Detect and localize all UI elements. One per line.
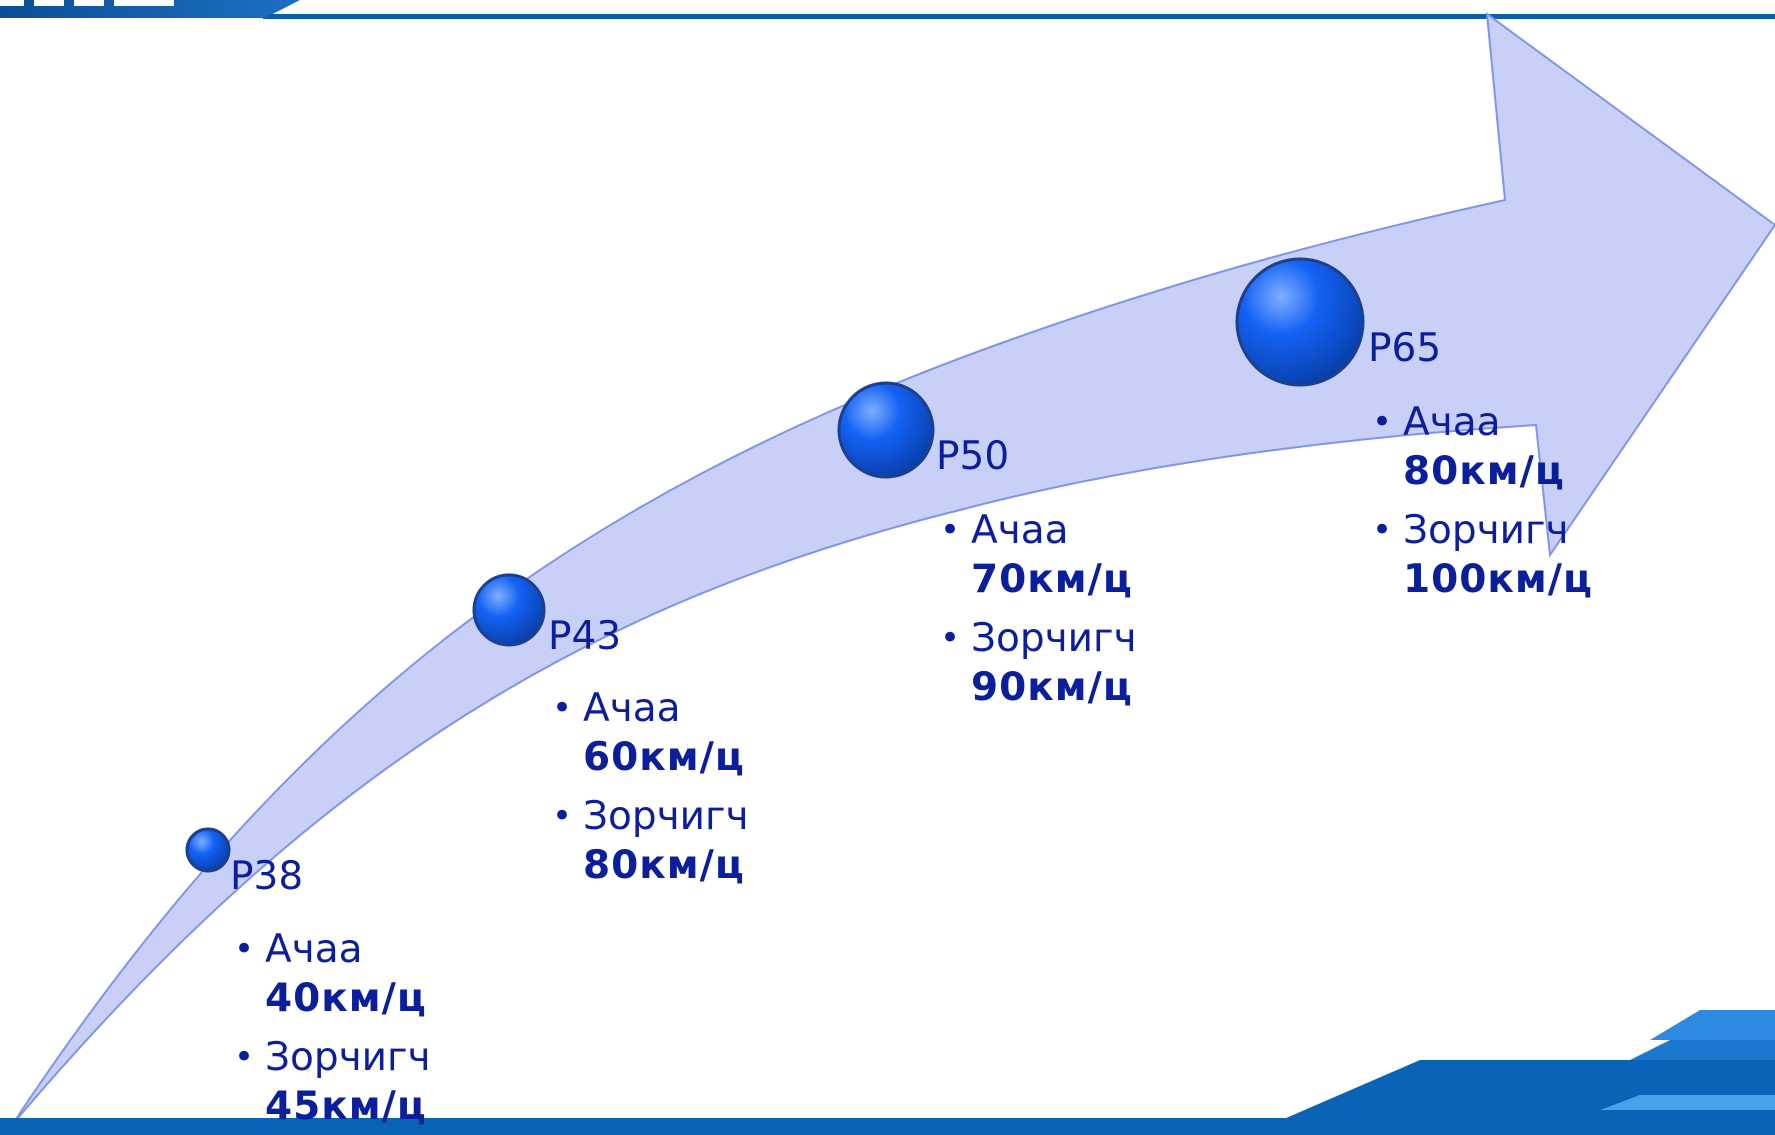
- bottom-right-stripe-1: [1630, 1035, 1775, 1060]
- stage-info-p50: • Ачаа 70км/ц • Зорчигч 90км/ц: [936, 506, 1137, 722]
- vehicle-type: Ачаа: [583, 686, 681, 731]
- speed-value: 90км/ц: [971, 665, 1133, 710]
- vehicle-type: Ачаа: [971, 508, 1069, 553]
- bullet-dot-icon: •: [552, 796, 573, 836]
- top-frame-line: [262, 14, 1775, 19]
- vehicle-type: Ачаа: [265, 927, 363, 972]
- speed-value: 80км/ц: [1403, 449, 1565, 494]
- list-item: • Ачаа 80км/ц: [1368, 398, 1593, 496]
- bottom-right-stripe-2: [1650, 1010, 1775, 1040]
- speed-value: 60км/ц: [583, 735, 745, 780]
- bullet-dot-icon: •: [940, 510, 961, 550]
- stage-label-p43: P43: [548, 614, 622, 659]
- list-item: • Ачаа 70км/ц: [936, 506, 1137, 604]
- bullet-dot-icon: •: [234, 1037, 255, 1077]
- vehicle-type: Зорчигч: [583, 794, 749, 839]
- list-item: • Зорчигч 100км/ц: [1368, 506, 1593, 604]
- list-item: • Ачаа 40км/ц: [230, 925, 431, 1023]
- list-item: • Зорчигч 45км/ц: [230, 1033, 431, 1131]
- bottom-right-stripe-3: [1600, 1095, 1775, 1110]
- vehicle-type: Зорчигч: [971, 616, 1137, 661]
- stage-markers: [185, 257, 1365, 873]
- speed-value: 100км/ц: [1403, 557, 1593, 602]
- speed-value: 70км/ц: [971, 557, 1133, 602]
- blue-sphere-icon: [472, 573, 546, 647]
- speed-value: 45км/ц: [265, 1084, 427, 1129]
- stage-info-p43: • Ачаа 60км/ц • Зорчигч 80км/ц: [548, 684, 749, 900]
- top-frame: [0, 0, 1775, 19]
- bullet-dot-icon: •: [234, 929, 255, 969]
- stage-label-p50: P50: [936, 434, 1010, 479]
- stage-label-p38: P38: [230, 854, 304, 899]
- bullet-dot-icon: •: [552, 688, 573, 728]
- list-item: • Ачаа 60км/ц: [548, 684, 749, 782]
- bullet-dot-icon: •: [940, 618, 961, 658]
- vehicle-type: Ачаа: [1403, 400, 1501, 445]
- list-item: • Зорчигч 90км/ц: [936, 614, 1137, 712]
- bottom-right-band: [1250, 1060, 1775, 1135]
- speed-value: 80км/ц: [583, 843, 745, 888]
- bullet-dot-icon: •: [1372, 510, 1393, 550]
- stage-info-p38: • Ачаа 40км/ц • Зорчигч 45км/ц: [230, 925, 431, 1135]
- stage-info-p65: • Ачаа 80км/ц • Зорчигч 100км/ц: [1368, 398, 1593, 614]
- bottom-frame: [0, 1010, 1775, 1135]
- blue-sphere-icon: [1235, 257, 1365, 387]
- list-item: • Зорчигч 80км/ц: [548, 792, 749, 890]
- blue-sphere-icon: [185, 827, 231, 873]
- bottom-frame-line: [0, 1118, 1775, 1135]
- stage-label-p65: P65: [1368, 326, 1442, 371]
- vehicle-type: Зорчигч: [1403, 508, 1569, 553]
- blue-sphere-icon: [837, 381, 935, 479]
- vehicle-type: Зорчигч: [265, 1035, 431, 1080]
- speed-value: 40км/ц: [265, 976, 427, 1021]
- bullet-dot-icon: •: [1372, 402, 1393, 442]
